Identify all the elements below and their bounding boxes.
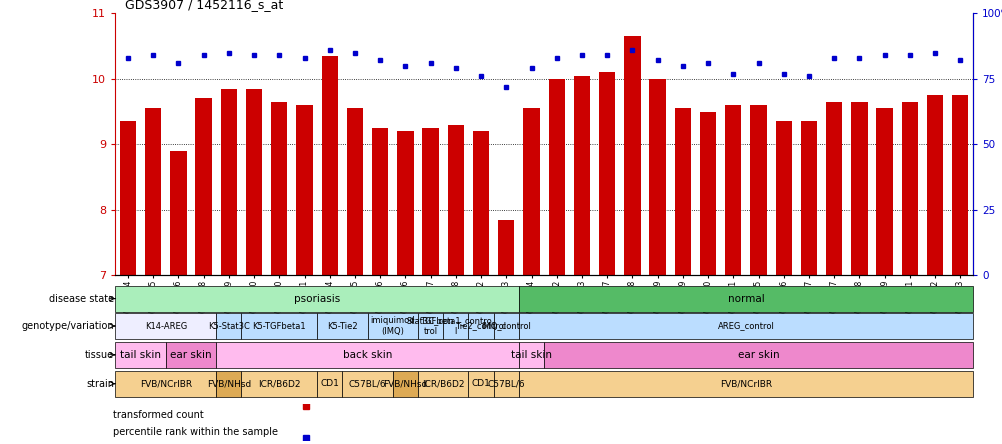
Bar bbox=[245, 89, 262, 275]
Bar bbox=[493, 371, 518, 397]
Bar bbox=[367, 313, 418, 339]
Bar bbox=[518, 313, 972, 339]
Bar bbox=[145, 108, 161, 275]
Bar bbox=[901, 102, 917, 275]
Bar bbox=[926, 95, 942, 275]
Text: FVB/NCrIBR: FVB/NCrIBR bbox=[719, 379, 772, 388]
Bar bbox=[115, 371, 216, 397]
Bar bbox=[447, 125, 464, 275]
Bar bbox=[216, 313, 241, 339]
Text: transformed count: transformed count bbox=[113, 410, 203, 420]
Bar bbox=[241, 371, 317, 397]
Bar bbox=[800, 121, 817, 275]
Bar bbox=[372, 128, 388, 275]
Text: IMQ_control: IMQ_control bbox=[481, 321, 531, 330]
Bar bbox=[317, 313, 367, 339]
Bar bbox=[749, 105, 766, 275]
Text: K5-Stat3C: K5-Stat3C bbox=[207, 321, 249, 330]
Bar bbox=[393, 371, 418, 397]
Bar bbox=[115, 313, 216, 339]
Text: K14-AREG: K14-AREG bbox=[144, 321, 186, 330]
Bar bbox=[220, 89, 236, 275]
Bar bbox=[468, 371, 493, 397]
Bar bbox=[598, 72, 615, 275]
Text: percentile rank within the sample: percentile rank within the sample bbox=[113, 428, 279, 437]
Bar bbox=[170, 151, 186, 275]
Bar bbox=[518, 342, 543, 368]
Text: FVB/NHsd: FVB/NHsd bbox=[206, 379, 250, 388]
Bar bbox=[493, 313, 518, 339]
Text: ear skin: ear skin bbox=[170, 350, 211, 360]
Text: disease state: disease state bbox=[49, 293, 114, 304]
Text: C57BL/6: C57BL/6 bbox=[349, 379, 386, 388]
Bar bbox=[498, 220, 514, 275]
Bar bbox=[826, 102, 842, 275]
Text: psoriasis: psoriasis bbox=[294, 293, 340, 304]
Bar bbox=[296, 105, 313, 275]
Text: ear skin: ear skin bbox=[736, 350, 779, 360]
Text: Tie2_control: Tie2_control bbox=[455, 321, 506, 330]
Text: tail skin: tail skin bbox=[510, 350, 551, 360]
Text: GDS3907 / 1452116_s_at: GDS3907 / 1452116_s_at bbox=[125, 0, 284, 11]
Bar bbox=[775, 121, 792, 275]
Text: FVB/NHsd: FVB/NHsd bbox=[383, 379, 427, 388]
Bar bbox=[548, 79, 564, 275]
Text: FVB/NCrIBR: FVB/NCrIBR bbox=[139, 379, 191, 388]
Bar bbox=[216, 371, 241, 397]
Bar bbox=[518, 285, 972, 312]
Bar bbox=[543, 342, 972, 368]
Bar bbox=[271, 102, 288, 275]
Text: ICR/B6D2: ICR/B6D2 bbox=[422, 379, 464, 388]
Bar bbox=[851, 102, 867, 275]
Bar bbox=[422, 128, 439, 275]
Text: CD1: CD1 bbox=[320, 379, 339, 388]
Bar bbox=[472, 131, 489, 275]
Text: ICR/B6D2: ICR/B6D2 bbox=[258, 379, 301, 388]
Text: AREG_control: AREG_control bbox=[716, 321, 774, 330]
Bar bbox=[347, 108, 363, 275]
Bar bbox=[216, 342, 518, 368]
Bar bbox=[724, 105, 740, 275]
Bar bbox=[648, 79, 665, 275]
Bar bbox=[951, 95, 968, 275]
Bar bbox=[523, 108, 539, 275]
Bar bbox=[115, 342, 165, 368]
Bar bbox=[322, 56, 338, 275]
Text: C57BL/6: C57BL/6 bbox=[487, 379, 525, 388]
Bar bbox=[674, 108, 690, 275]
Text: tissue: tissue bbox=[85, 350, 114, 360]
Text: genotype/variation: genotype/variation bbox=[21, 321, 114, 331]
Text: CD1: CD1 bbox=[471, 379, 490, 388]
Bar bbox=[623, 36, 640, 275]
Bar bbox=[876, 108, 892, 275]
Text: Stat3C_con
trol: Stat3C_con trol bbox=[407, 316, 454, 336]
Bar bbox=[119, 121, 136, 275]
Bar bbox=[317, 371, 342, 397]
Bar bbox=[468, 313, 493, 339]
Bar bbox=[115, 285, 518, 312]
Text: TGFbeta1_contro
l: TGFbeta1_contro l bbox=[420, 316, 491, 336]
Bar bbox=[443, 313, 468, 339]
Bar bbox=[195, 99, 211, 275]
Bar bbox=[418, 371, 468, 397]
Text: back skin: back skin bbox=[343, 350, 392, 360]
Bar bbox=[699, 111, 715, 275]
Bar bbox=[418, 313, 443, 339]
Text: normal: normal bbox=[726, 293, 764, 304]
Bar bbox=[342, 371, 393, 397]
Bar bbox=[397, 131, 413, 275]
Bar bbox=[165, 342, 216, 368]
Text: K5-TGFbeta1: K5-TGFbeta1 bbox=[253, 321, 306, 330]
Bar bbox=[241, 313, 317, 339]
Bar bbox=[573, 75, 589, 275]
Text: imiquimod
(IMQ): imiquimod (IMQ) bbox=[370, 316, 415, 336]
Bar bbox=[518, 371, 972, 397]
Text: strain: strain bbox=[86, 379, 114, 389]
Text: tail skin: tail skin bbox=[120, 350, 161, 360]
Text: K5-Tie2: K5-Tie2 bbox=[327, 321, 358, 330]
